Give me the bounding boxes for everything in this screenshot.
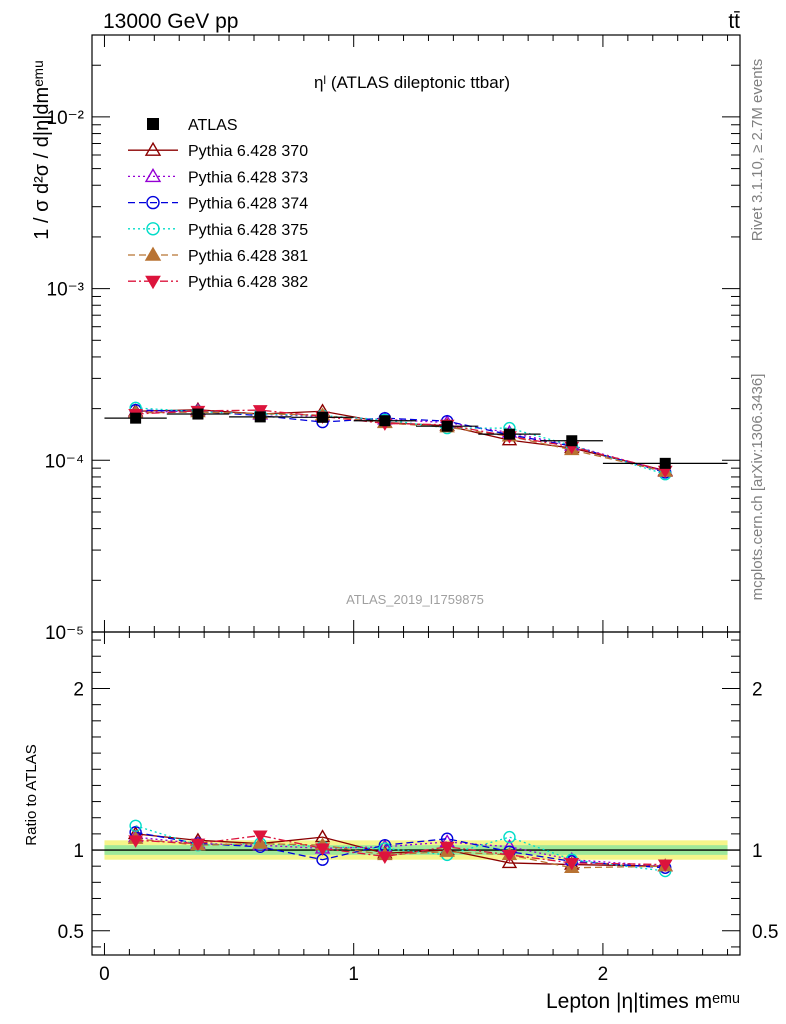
energy-label: 13000 GeV pp <box>103 10 238 33</box>
legend-entry: Pythia 6.428 375 <box>128 222 308 239</box>
data-point <box>379 415 391 427</box>
ratio-panel-frame <box>91 631 741 956</box>
rivet-label: Rivet 3.1.10, ≥ 2.7M events <box>749 59 766 242</box>
data-point <box>146 195 160 210</box>
x-tick-labels: 0 1 2 <box>99 964 608 985</box>
legend-label: Pythia 6.428 373 <box>188 169 308 186</box>
data-point <box>146 222 160 236</box>
data-point <box>254 411 266 423</box>
ratio-y-tick-label: 2 <box>752 680 763 701</box>
series-atlas <box>104 408 728 469</box>
series-line <box>135 409 666 472</box>
ratio-panel: 0.5 0.5 1 1 2 2 0 1 2 Ratio to ATLAS Lepton |η|… <box>23 631 779 1013</box>
ratio-y-axis-label: Ratio to ATLAS <box>23 744 40 845</box>
legend-entry: Pythia 6.428 381 <box>128 246 308 265</box>
ratio-line <box>135 831 666 869</box>
main-series-group <box>104 401 728 481</box>
data-point <box>441 420 453 432</box>
legend-label: Pythia 6.428 381 <box>188 248 308 265</box>
data-point <box>566 435 578 447</box>
main-y-ticks <box>92 34 740 633</box>
legend-entry: Pythia 6.428 382 <box>128 274 308 291</box>
data-point <box>252 405 268 418</box>
x-axis-label: Lepton |η|times mᵉᵐᵘ <box>546 990 740 1013</box>
ratio-y-tick-label: 0.5 <box>58 922 84 943</box>
legend-label: Pythia 6.428 374 <box>188 196 308 213</box>
data-point <box>315 843 330 856</box>
data-point <box>377 851 393 864</box>
main-y-tick-labels: 10⁻⁵ 10⁻⁴ 10⁻³ 10⁻² <box>45 108 84 644</box>
legend-label: Pythia 6.428 375 <box>188 222 308 239</box>
legend-entry: Pythia 6.428 370 <box>128 141 308 160</box>
ratio-series-pythia-6-428-382 <box>128 830 673 873</box>
data-point <box>190 838 206 852</box>
data-point <box>503 830 516 844</box>
data-point <box>144 141 162 156</box>
x-tick-label: 2 <box>598 964 609 985</box>
process-label: tt̄ <box>728 10 740 33</box>
legend-label: Pythia 6.428 370 <box>188 143 308 160</box>
data-point <box>502 849 517 863</box>
main-y-axis-label: 1 / σ d²σ / d|η|dmᵉᵐᵘ <box>31 60 53 239</box>
data-point <box>659 457 671 469</box>
ratio-y-tick-label: 1 <box>73 841 84 862</box>
y-tick-label: 10⁻² <box>47 108 85 129</box>
data-point <box>145 275 161 290</box>
legend-label: Pythia 6.428 382 <box>188 274 308 291</box>
ratio-y-tick-label: 1 <box>752 841 763 862</box>
data-point <box>147 118 159 130</box>
main-panel: 10⁻⁵ 10⁻⁴ 10⁻³ 10⁻² ηˡ (ATLAS dileptonic tt… <box>31 34 741 644</box>
analysis-id-label: ATLAS_2019_I1759875 <box>346 592 484 607</box>
y-tick-label: 10⁻⁵ <box>45 623 84 644</box>
data-point <box>144 246 162 261</box>
ratio-y-tick-labels: 0.5 0.5 1 1 2 2 <box>58 680 779 943</box>
legend-entry: ATLAS <box>147 117 238 134</box>
ratio-line <box>135 838 666 869</box>
series-line <box>135 411 666 473</box>
ratio-ticks <box>92 632 740 955</box>
data-point <box>317 411 329 423</box>
legend-entry: Pythia 6.428 374 <box>128 196 308 213</box>
data-point <box>439 841 455 855</box>
y-tick-label: 10⁻⁴ <box>45 451 84 472</box>
legend: ATLAS Pythia 6.428 370 Pythia 6.428 373 Pyt… <box>128 117 308 291</box>
data-point <box>128 835 143 848</box>
data-point <box>192 408 204 420</box>
x-tick-label: 0 <box>99 964 110 985</box>
mcplots-label: mcplots.cern.ch [arXiv:1306.3436] <box>749 374 766 601</box>
ratio-y-tick-label: 0.5 <box>752 922 778 943</box>
legend-label: ATLAS <box>188 117 238 134</box>
series-pythia-6-428-382 <box>128 405 673 479</box>
data-point <box>501 855 518 869</box>
data-point <box>564 857 580 871</box>
data-point <box>503 428 515 440</box>
chart-title: ηˡ (ATLAS dileptonic ttbar) <box>314 73 510 92</box>
ratio-y-tick-label: 2 <box>73 680 84 701</box>
legend-entry: Pythia 6.428 373 <box>128 168 308 186</box>
y-tick-label: 10⁻³ <box>47 280 85 301</box>
data-point <box>657 859 673 873</box>
ratio-series-group <box>127 819 673 878</box>
x-tick-label: 1 <box>348 964 359 985</box>
data-point <box>144 168 162 183</box>
data-point <box>252 830 268 843</box>
data-point <box>130 412 142 424</box>
